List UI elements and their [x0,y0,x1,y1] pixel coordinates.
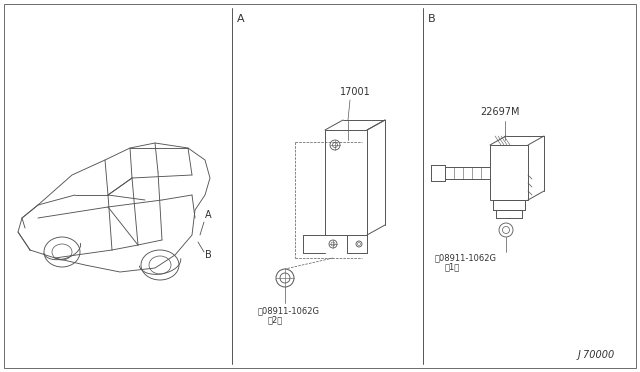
Text: J 70000: J 70000 [578,350,615,360]
Bar [490,145,528,200]
Text: ⓝ08911-1062G: ⓝ08911-1062G [435,253,497,262]
Text: B: B [205,250,212,260]
Text: 22697M: 22697M [480,107,520,117]
Bar [325,130,367,235]
Text: A: A [205,210,212,220]
Text: 17001: 17001 [340,87,371,97]
Text: A: A [237,14,244,24]
Text: ⓝ08911-1062G: ⓝ08911-1062G [258,306,320,315]
Text: （1）: （1） [445,262,460,271]
Text: B: B [428,14,436,24]
Text: 〈2〉: 〈2〉 [268,315,284,324]
